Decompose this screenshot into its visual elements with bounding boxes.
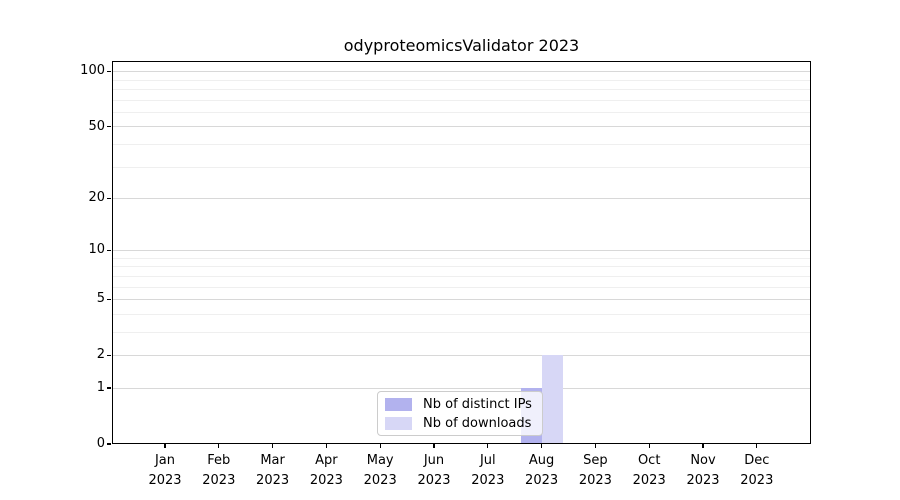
x-tick-label-line: 2023 — [256, 473, 290, 488]
y-tick-label-0: 0 — [96, 436, 105, 451]
y-tick-mark-100 — [107, 70, 111, 72]
y-tick-label-20: 20 — [88, 190, 105, 206]
x-tick-label-5: Jun 2023 — [402, 451, 466, 491]
legend-item-distinct-ips: Nb of distinct IPs — [385, 395, 542, 414]
x-tick-label-line: Jan — [154, 453, 176, 468]
gridline-100 — [113, 71, 810, 73]
x-tick-mark-6 — [487, 444, 489, 448]
y-tick-label-5: 5 — [96, 291, 105, 307]
x-tick-label-9: Oct 2023 — [617, 451, 681, 491]
gridline-minor-30 — [113, 166, 810, 168]
gridline-minor-40 — [113, 143, 810, 145]
gridline-minor-6 — [113, 286, 810, 288]
y-tick-mark-1 — [107, 387, 111, 389]
x-tick-label-line: Sep — [583, 453, 608, 468]
y-tick-mark-2 — [107, 354, 111, 356]
x-tick-label-4: May 2023 — [348, 451, 412, 491]
y-tick-label-50: 50 — [88, 118, 105, 134]
gridline-minor-3 — [113, 331, 810, 333]
x-tick-label-line: Apr — [315, 453, 338, 468]
x-tick-label-7: Aug 2023 — [510, 451, 574, 491]
x-tick-mark-5 — [433, 444, 435, 448]
x-tick-label-line: 2023 — [148, 473, 182, 488]
x-tick-label-line: 2023 — [202, 473, 236, 488]
legend: Nb of distinct IPs Nb of downloads — [377, 391, 543, 436]
x-tick-label-0: Jan 2023 — [133, 451, 197, 491]
x-tick-label-line: 2023 — [309, 473, 343, 488]
x-tick-label-line: 2023 — [471, 473, 505, 488]
x-tick-label-line: Oct — [637, 453, 661, 468]
x-tick-label-8: Sep 2023 — [563, 451, 627, 491]
x-tick-label-10: Nov 2023 — [671, 451, 735, 491]
gridline-1 — [113, 387, 810, 389]
gridline-50 — [113, 126, 810, 128]
y-tick-mark-50 — [107, 125, 111, 128]
x-tick-mark-1 — [218, 444, 220, 448]
y-tick-mark-10 — [107, 249, 111, 251]
x-tick-mark-8 — [594, 444, 596, 448]
gridline-minor-60 — [113, 111, 810, 113]
gridline-minor-9 — [113, 257, 810, 259]
x-tick-label-3: Apr 2023 — [294, 451, 358, 491]
gridline-20 — [113, 197, 810, 199]
x-tick-label-line: Mar — [260, 453, 285, 468]
x-tick-label-line: 2023 — [740, 473, 774, 488]
x-tick-mark-11 — [756, 444, 758, 448]
gridline-minor-4 — [113, 313, 810, 315]
bar-nb-of-downloads-7 — [541, 355, 563, 443]
chart-title: odyproteomicsValidator 2023 — [343, 36, 580, 55]
x-tick-label-2: Mar 2023 — [241, 451, 305, 491]
x-tick-label-line: Jul — [479, 453, 496, 468]
x-tick-label-line: 2023 — [417, 473, 451, 488]
gridline-minor-8 — [113, 266, 810, 268]
x-tick-label-line: May — [366, 453, 394, 468]
x-tick-mark-10 — [702, 444, 704, 448]
x-tick-label-line: Aug — [528, 453, 555, 468]
gridline-2 — [113, 355, 810, 357]
x-tick-mark-7 — [541, 444, 543, 448]
x-tick-mark-9 — [648, 444, 650, 448]
gridline-5 — [113, 299, 810, 301]
y-tick-label-100: 100 — [80, 63, 105, 79]
gridline-minor-90 — [113, 79, 810, 81]
x-tick-label-line: 2023 — [525, 473, 559, 488]
x-tick-label-line: 2023 — [578, 473, 612, 488]
x-tick-label-line: 2023 — [686, 473, 720, 488]
legend-item-downloads: Nb of downloads — [385, 414, 542, 433]
gridline-minor-80 — [113, 88, 810, 90]
x-tick-label-line: Nov — [690, 453, 716, 468]
y-tick-mark-5 — [107, 298, 111, 300]
x-tick-mark-2 — [272, 444, 274, 448]
legend-swatch-distinct-ips — [385, 397, 412, 411]
x-tick-mark-0 — [164, 444, 166, 448]
y-tick-mark-20 — [107, 197, 111, 199]
plot-area — [112, 61, 811, 444]
x-tick-label-line: Dec — [744, 453, 770, 468]
legend-swatch-downloads — [385, 416, 412, 430]
x-tick-label-line: 2023 — [632, 473, 666, 488]
y-tick-mark-0 — [107, 443, 111, 445]
gridline-minor-70 — [113, 99, 810, 101]
x-tick-label-11: Dec 2023 — [725, 451, 789, 491]
x-tick-mark-3 — [325, 444, 327, 448]
gridline-minor-7 — [113, 275, 810, 277]
x-tick-label-6: Jul 2023 — [456, 451, 520, 491]
x-tick-label-line: 2023 — [363, 473, 397, 488]
gridline-10 — [113, 250, 810, 252]
x-tick-label-line: Feb — [207, 453, 231, 468]
x-tick-mark-4 — [379, 444, 381, 448]
x-tick-label-line: Jun — [423, 453, 445, 468]
y-tick-label-2: 2 — [96, 347, 105, 363]
y-tick-label-1: 1 — [96, 380, 105, 396]
legend-label-downloads: Nb of downloads — [423, 415, 532, 431]
y-tick-label-10: 10 — [88, 242, 105, 258]
x-tick-label-1: Feb 2023 — [187, 451, 251, 491]
legend-label-distinct-ips: Nb of distinct IPs — [423, 396, 532, 412]
